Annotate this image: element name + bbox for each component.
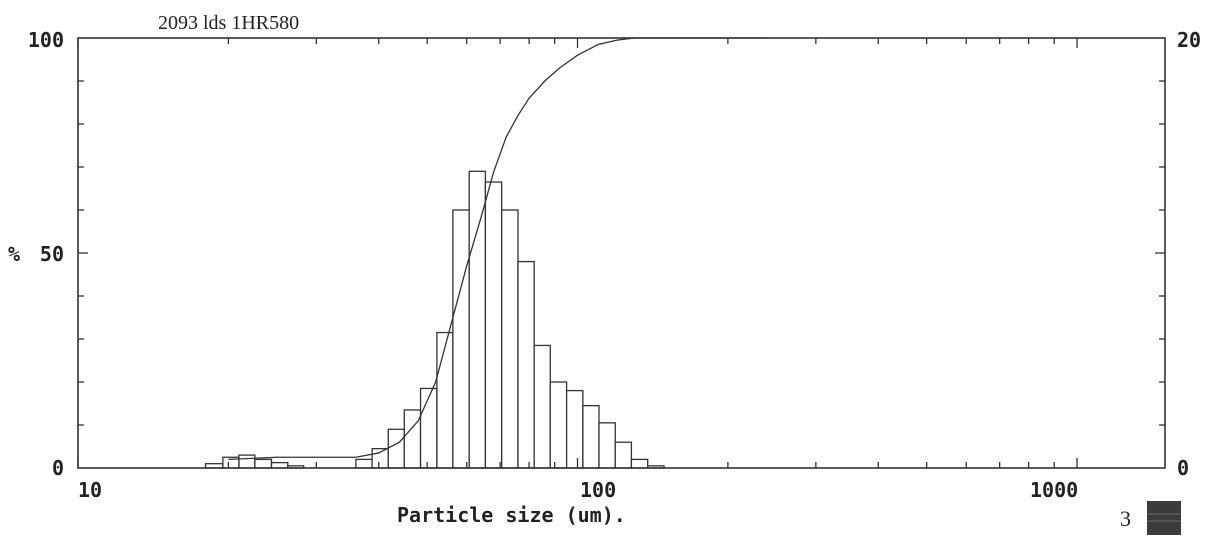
x-tick-label: 10: [78, 478, 102, 502]
histogram-bar: [630, 458, 649, 469]
histogram-bar: [254, 458, 273, 469]
histogram-bar: [419, 387, 438, 469]
x-tick-label: 1000: [1030, 478, 1078, 502]
histogram-bar: [614, 441, 633, 469]
histogram-bar: [452, 209, 470, 469]
y-right-tick-label: 20: [1177, 28, 1201, 52]
y-left-tick-label: 100: [28, 28, 64, 52]
y-left-axis-label: %: [8, 242, 20, 266]
chart-title: 2093 lds 1HR580: [158, 12, 299, 34]
histogram-bar: [598, 422, 616, 469]
histogram-bar: [517, 260, 535, 469]
histogram-bar: [355, 458, 373, 469]
page-number: 3: [1120, 506, 1131, 531]
plot-frame: [77, 37, 1166, 469]
histogram-bar: [533, 344, 551, 469]
x-axis-label: Particle size (um).: [397, 503, 626, 527]
pattern-swatch-icon: [1147, 501, 1181, 535]
histogram-bar: [582, 404, 600, 469]
axis-ticks: [77, 38, 1165, 468]
histogram-bar: [468, 170, 487, 469]
y-left-tick-label: 50: [40, 242, 64, 266]
histogram-bar: [565, 389, 584, 469]
x-tick-label: 100: [580, 478, 616, 502]
histogram-bar: [484, 181, 503, 469]
histogram-bar: [549, 381, 568, 469]
histogram-bar: [501, 209, 519, 469]
histogram-bars: [204, 170, 665, 469]
y-left-tick-label: 0: [52, 456, 64, 480]
histogram-bar: [403, 409, 422, 469]
histogram-bar: [238, 454, 256, 469]
histogram-bar: [387, 428, 405, 469]
y-right-tick-label: 0: [1177, 456, 1189, 480]
histogram-bar: [436, 331, 454, 469]
